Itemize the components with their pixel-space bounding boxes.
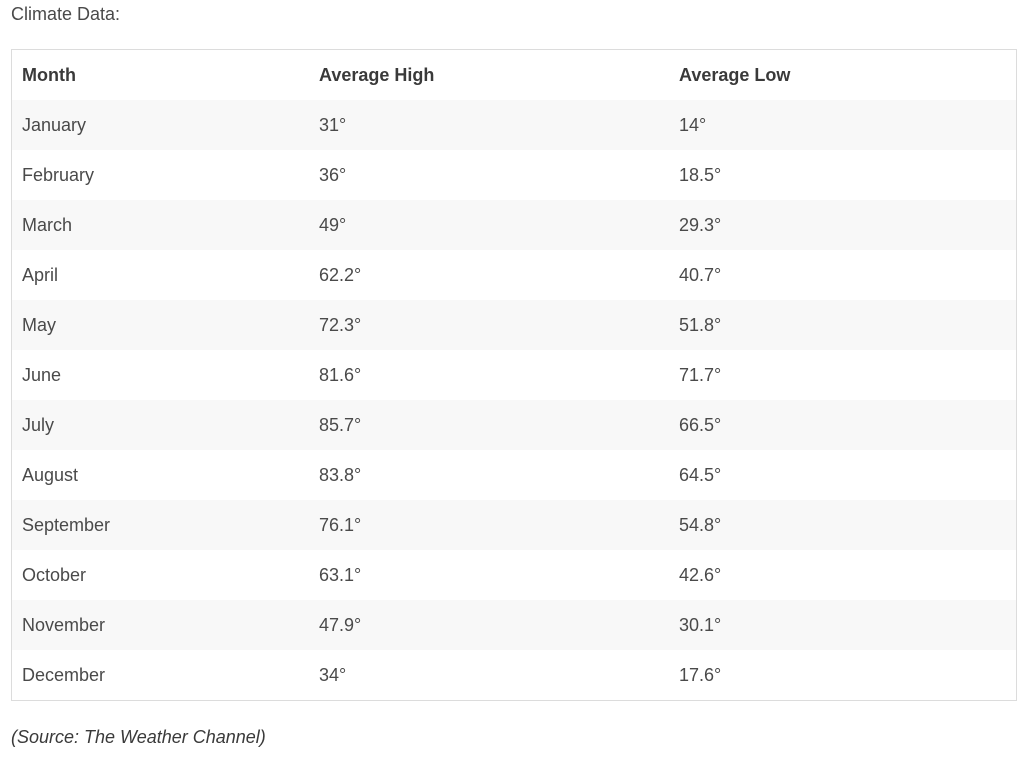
average-low-cell: 51.8° (669, 300, 1016, 350)
header-row: Month Average High Average Low (12, 50, 1016, 100)
table-row: January 31° 14° (12, 100, 1016, 150)
table-row: February 36° 18.5° (12, 150, 1016, 200)
month-cell: September (12, 500, 309, 550)
average-low-cell: 71.7° (669, 350, 1016, 400)
average-high-cell: 34° (309, 650, 669, 700)
table-header: Month Average High Average Low (12, 50, 1016, 100)
intro-text: Climate Data: (11, 4, 121, 24)
month-cell: January (12, 100, 309, 150)
table-row: December 34° 17.6° (12, 650, 1016, 700)
month-cell: May (12, 300, 309, 350)
average-low-cell: 30.1° (669, 600, 1016, 650)
table-row: April 62.2° 40.7° (12, 250, 1016, 300)
average-low-cell: 64.5° (669, 450, 1016, 500)
table-row: September 76.1° 54.8° (12, 500, 1016, 550)
table-row: August 83.8° 64.5° (12, 450, 1016, 500)
month-cell: August (12, 450, 309, 500)
average-high-cell: 85.7° (309, 400, 669, 450)
average-high-cell: 72.3° (309, 300, 669, 350)
table-row: May 72.3° 51.8° (12, 300, 1016, 350)
average-high-cell: 62.2° (309, 250, 669, 300)
average-low-cell: 40.7° (669, 250, 1016, 300)
month-cell: March (12, 200, 309, 250)
table-row: November 47.9° 30.1° (12, 600, 1016, 650)
average-high-cell: 83.8° (309, 450, 669, 500)
table-row: June 81.6° 71.7° (12, 350, 1016, 400)
climate-table: Month Average High Average Low January 31… (12, 50, 1016, 700)
average-high-cell: 63.1° (309, 550, 669, 600)
average-low-cell: 66.5° (669, 400, 1016, 450)
average-high-cell: 47.9° (309, 600, 669, 650)
average-low-cell: 17.6° (669, 650, 1016, 700)
average-high-cell: 76.1° (309, 500, 669, 550)
average-low-cell: 54.8° (669, 500, 1016, 550)
average-high-cell: 49° (309, 200, 669, 250)
month-cell: June (12, 350, 309, 400)
table-row: July 85.7° 66.5° (12, 400, 1016, 450)
month-cell: October (12, 550, 309, 600)
average-high-cell: 81.6° (309, 350, 669, 400)
header-average-low: Average Low (669, 50, 1016, 100)
climate-table-container: Month Average High Average Low January 31… (11, 49, 1017, 701)
table-row: October 63.1° 42.6° (12, 550, 1016, 600)
average-high-cell: 31° (309, 100, 669, 150)
average-low-cell: 18.5° (669, 150, 1016, 200)
average-high-cell: 36° (309, 150, 669, 200)
month-cell: February (12, 150, 309, 200)
source-note: (Source: The Weather Channel) (11, 727, 266, 747)
table-body: January 31° 14° February 36° 18.5° March 49° 29.… (12, 100, 1016, 700)
average-low-cell: 42.6° (669, 550, 1016, 600)
average-low-cell: 14° (669, 100, 1016, 150)
average-low-cell: 29.3° (669, 200, 1016, 250)
header-average-high: Average High (309, 50, 669, 100)
month-cell: April (12, 250, 309, 300)
month-cell: December (12, 650, 309, 700)
month-cell: November (12, 600, 309, 650)
month-cell: July (12, 400, 309, 450)
table-row: March 49° 29.3° (12, 200, 1016, 250)
header-month: Month (12, 50, 309, 100)
